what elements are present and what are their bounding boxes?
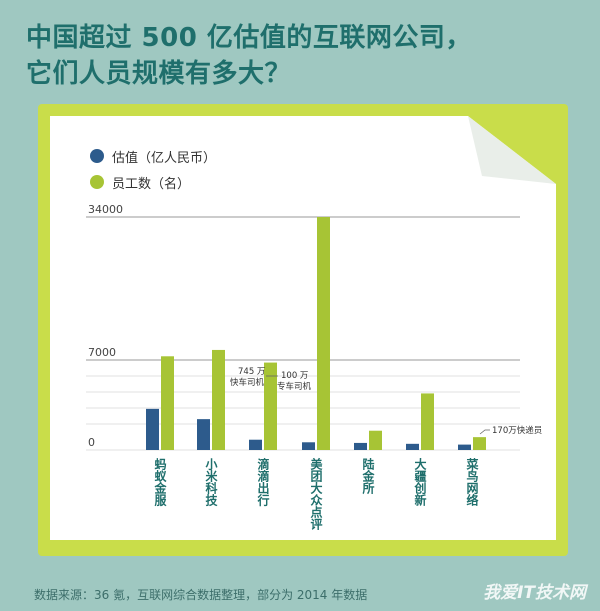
title-line-2: 它们人员规模有多大？ — [26, 59, 292, 89]
category-label: 菜鸟网络 — [465, 457, 479, 507]
bar-valuation — [406, 443, 419, 450]
source-note: 数据来源：36 氪，互联网综合数据整理，部分为 2014 年数据 — [34, 588, 368, 602]
paper-fold — [468, 116, 556, 184]
y-tick-label: 0 — [88, 436, 95, 449]
legend-label-valuation: 估值（亿人民币） — [112, 150, 217, 166]
legend-dot-employees — [90, 175, 104, 189]
category-label: 滴滴出行 — [256, 457, 270, 507]
bar-employees — [421, 393, 434, 450]
bar-employees — [369, 430, 382, 450]
category-label: 小米科技 — [204, 457, 218, 507]
category-label: 蚂蚁金服 — [153, 457, 167, 507]
bar-employees — [161, 356, 174, 450]
annotation-subtext: 快车司机 — [230, 377, 265, 388]
y-tick-label: 34000 — [88, 203, 123, 216]
annotation-text: 170万快递员 — [492, 425, 542, 436]
bar-employees — [317, 217, 330, 450]
bar-employees — [264, 362, 277, 450]
watermark-logo: 我爱IT技术网 — [483, 583, 586, 603]
chart-legend: 估值（亿人民币） 员工数（名） — [90, 143, 216, 195]
category-label: 陆金所 — [361, 457, 375, 495]
title-line-1: 中国超过 500 亿估值的互联网公司， — [26, 23, 472, 53]
bar-valuation — [249, 439, 262, 450]
legend-item-valuation: 估值（亿人民币） — [90, 143, 216, 169]
category-label: 美团大众点评 — [309, 457, 323, 531]
bar-employees — [212, 349, 225, 450]
bar-employees — [473, 437, 486, 450]
bar-valuation — [146, 408, 159, 450]
annotation-text: 100 万 — [281, 371, 308, 381]
annotation-leader — [479, 429, 490, 435]
bar-valuation — [458, 444, 471, 450]
annotation-subtext: 专车司机 — [277, 381, 312, 392]
legend-label-employees: 员工数（名） — [112, 176, 191, 192]
legend-item-employees: 员工数（名） — [90, 169, 216, 195]
category-label: 大疆创新 — [413, 457, 427, 507]
legend-dot-valuation — [90, 149, 104, 163]
bar-valuation — [197, 419, 210, 450]
bar-valuation — [354, 442, 367, 450]
page-title: 中国超过 500 亿估值的互联网公司， 它们人员规模有多大？ — [26, 20, 586, 92]
bar-valuation — [302, 442, 315, 450]
annotation-text: 745 万 — [238, 367, 265, 377]
y-tick-label: 7000 — [88, 346, 116, 359]
